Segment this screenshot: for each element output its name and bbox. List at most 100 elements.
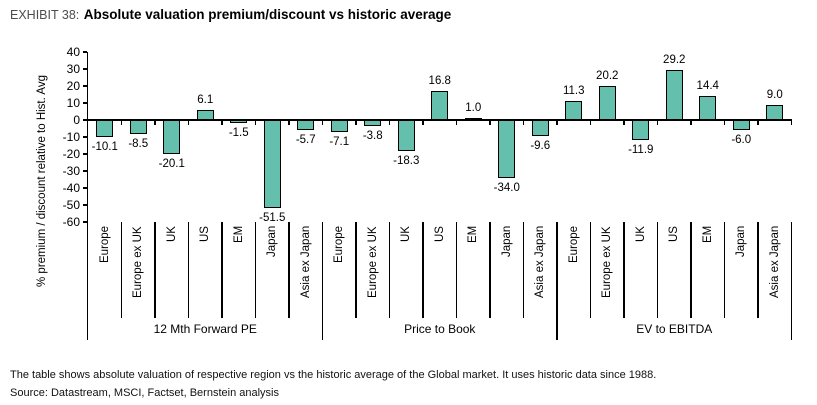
bar-value-label: 20.2 bbox=[596, 69, 619, 82]
category-separator bbox=[656, 222, 659, 318]
bar bbox=[96, 120, 114, 138]
group-label: 12 Mth Forward PE bbox=[153, 322, 257, 336]
category-label: Europe bbox=[567, 226, 580, 264]
category-label: UK bbox=[634, 226, 647, 242]
y-tick-label: 20 bbox=[66, 79, 80, 93]
category-separator bbox=[522, 222, 525, 318]
bar bbox=[397, 120, 415, 152]
exhibit-number-label: EXHIBIT 38: bbox=[10, 8, 80, 22]
y-tick-label: -20 bbox=[62, 147, 80, 161]
bar-value-label: 9.0 bbox=[766, 88, 783, 101]
x-axis-tick bbox=[254, 121, 257, 125]
bar-value-label: 6.1 bbox=[197, 93, 214, 106]
y-axis-tick bbox=[82, 170, 87, 172]
bar bbox=[531, 120, 549, 137]
category-label: US bbox=[199, 226, 212, 242]
category-label: US bbox=[668, 226, 681, 242]
y-tick-label: -50 bbox=[62, 198, 80, 212]
bar-value-label: -11.9 bbox=[628, 144, 654, 157]
y-tick-label: 0 bbox=[73, 113, 80, 127]
bar bbox=[263, 120, 281, 208]
x-axis-tick bbox=[690, 121, 692, 125]
x-axis-tick bbox=[556, 121, 558, 125]
y-axis-tick bbox=[82, 221, 87, 223]
category-label: Europe ex UK bbox=[601, 226, 614, 298]
chart-title: Absolute valuation premium/discount vs h… bbox=[83, 7, 452, 22]
y-axis-tick bbox=[82, 187, 87, 189]
x-axis-tick bbox=[187, 121, 190, 125]
group-separator bbox=[790, 222, 793, 340]
x-axis-tick bbox=[154, 121, 156, 125]
bar-value-label: -10.1 bbox=[91, 141, 118, 154]
category-separator bbox=[288, 222, 290, 318]
bar-value-label: 11.3 bbox=[562, 84, 585, 97]
bar-value-label: -9.6 bbox=[530, 140, 551, 153]
bar bbox=[565, 100, 583, 120]
bar-chart-area: 40 30 20 10 0 -10 -20 -30 -40 -50 -60 % premium / d… bbox=[36, 45, 793, 340]
x-axis-tick bbox=[288, 121, 290, 125]
x-axis-zero-line bbox=[88, 119, 792, 121]
y-tick-label: 40 bbox=[66, 45, 80, 59]
category-label: EM bbox=[232, 226, 245, 244]
bar-value-label: -6.0 bbox=[731, 134, 752, 147]
y-axis-tick bbox=[82, 85, 87, 87]
category-label: Asia ex Japan bbox=[534, 226, 547, 299]
bar bbox=[330, 120, 348, 133]
category-label: Japan bbox=[266, 226, 279, 258]
category-label: US bbox=[433, 226, 446, 242]
bar bbox=[699, 95, 717, 120]
bar bbox=[431, 91, 449, 120]
bar-value-label: -3.8 bbox=[362, 130, 383, 143]
bar-value-label: -1.5 bbox=[228, 126, 249, 139]
category-separator bbox=[422, 222, 424, 318]
y-axis-tick bbox=[82, 136, 87, 138]
bar bbox=[732, 120, 750, 131]
y-axis-tick bbox=[82, 153, 87, 155]
y-axis-tick bbox=[82, 102, 87, 104]
y-axis-line bbox=[86, 52, 88, 340]
bar-value-label: -7.1 bbox=[329, 136, 350, 149]
y-axis-tick bbox=[82, 51, 87, 53]
category-separator bbox=[489, 222, 491, 318]
x-axis-tick bbox=[589, 121, 592, 125]
group-separator bbox=[321, 222, 324, 340]
bar bbox=[230, 120, 248, 123]
exhibit-title-row: EXHIBIT 38: Absolute valuation premium/d… bbox=[10, 6, 451, 24]
category-separator bbox=[723, 222, 726, 318]
y-tick-label: -60 bbox=[62, 215, 80, 229]
y-tick-label: 10 bbox=[66, 96, 80, 110]
bar-value-label: -8.5 bbox=[128, 138, 149, 151]
group-label: Price to Book bbox=[404, 322, 476, 336]
bar bbox=[297, 120, 315, 130]
x-axis-tick bbox=[656, 121, 659, 125]
category-separator bbox=[623, 222, 625, 318]
bar-value-label: 1.0 bbox=[465, 101, 482, 114]
group-label: EV to EBITDA bbox=[636, 322, 713, 336]
y-axis-title: % premium / discount relative to Hist. A… bbox=[36, 75, 48, 287]
category-separator bbox=[388, 222, 391, 318]
bar bbox=[598, 85, 616, 120]
bar-value-label: 14.4 bbox=[696, 79, 719, 92]
category-separator bbox=[221, 222, 223, 318]
x-axis-tick bbox=[455, 121, 458, 125]
bar-value-label: -20.1 bbox=[158, 158, 185, 171]
category-separator bbox=[154, 222, 156, 318]
category-label: Asia ex Japan bbox=[299, 226, 312, 299]
bar bbox=[364, 120, 382, 127]
category-separator bbox=[589, 222, 592, 318]
category-separator bbox=[254, 222, 257, 318]
category-label: Europe ex UK bbox=[132, 226, 145, 298]
x-axis-tick bbox=[355, 121, 357, 125]
bar bbox=[498, 120, 516, 178]
x-axis-tick bbox=[757, 121, 759, 125]
y-axis-tick bbox=[82, 68, 87, 70]
bar bbox=[163, 120, 181, 155]
x-axis-tick bbox=[623, 121, 625, 125]
category-label: Europe ex UK bbox=[366, 226, 379, 298]
category-separator bbox=[757, 222, 759, 318]
bar bbox=[196, 109, 214, 120]
x-axis-tick bbox=[221, 121, 223, 125]
bar-value-label: -18.3 bbox=[393, 155, 420, 168]
y-axis-tick bbox=[82, 204, 87, 206]
